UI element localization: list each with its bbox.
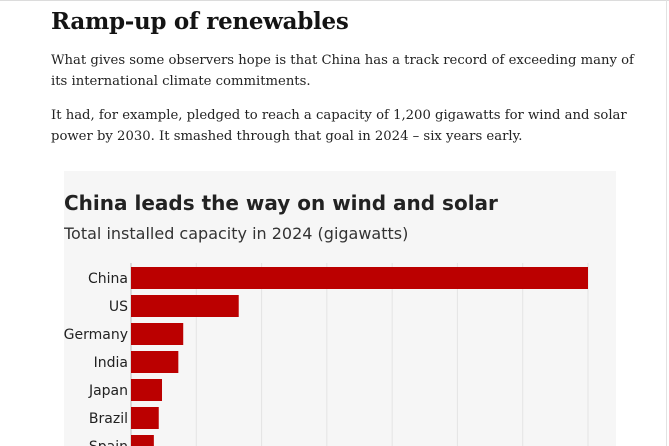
- chart-card: China US Germany India Japan Brazil Spain Chin…: [64, 171, 616, 446]
- bar-china: [131, 267, 588, 289]
- bar-japan: [131, 379, 163, 401]
- section-heading: Ramp-up of renewables: [51, 8, 349, 35]
- bar-germany: [131, 323, 184, 345]
- article-paragraph-1: What gives some observers hope is that C…: [51, 53, 634, 89]
- category-label-us: US: [109, 299, 128, 315]
- category-label-japan: Japan: [88, 383, 128, 399]
- chart-title: China leads the way on wind and solar: [64, 191, 498, 215]
- category-label-india: India: [94, 355, 128, 371]
- chart-subtitle: Total installed capacity in 2024 (gigawa…: [64, 224, 409, 243]
- category-label-spain: Spain: [89, 439, 128, 446]
- bar-us: [131, 295, 239, 317]
- bar-spain: [131, 435, 154, 446]
- category-label-germany: Germany: [64, 327, 128, 343]
- right-divider: [666, 0, 667, 446]
- bar-chart: China US Germany India Japan Brazil Spain: [64, 263, 589, 446]
- top-divider: [0, 0, 669, 1]
- article-paragraph-2: It had, for example, pledged to reach a …: [51, 108, 627, 144]
- bar-brazil: [131, 407, 159, 429]
- bar-india: [131, 351, 179, 373]
- category-label-china: China: [88, 271, 128, 287]
- category-label-brazil: Brazil: [89, 411, 128, 427]
